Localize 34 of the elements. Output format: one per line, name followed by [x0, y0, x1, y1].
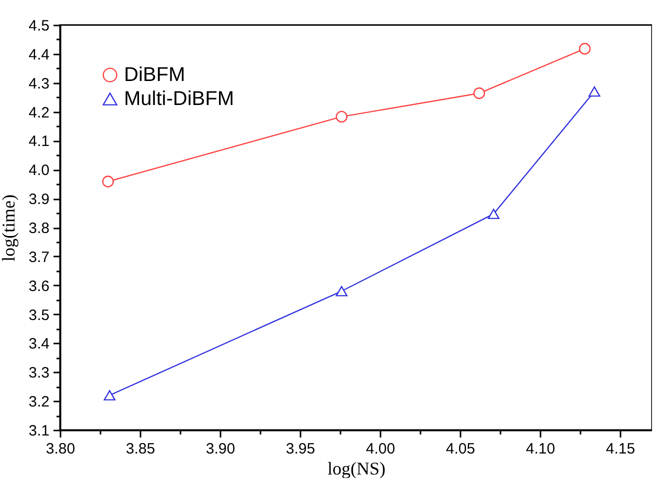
x-tick-label: 3.85 [126, 440, 156, 458]
y-tick-label: 4.2 [28, 104, 50, 122]
point [473, 87, 486, 100]
legend-label: Multi-DiBFM [124, 88, 234, 110]
y-tick-label: 3.9 [28, 191, 50, 208]
x-tick-label: 3.95 [286, 440, 316, 458]
y-axis-title: log(time) [0, 194, 19, 262]
point [488, 208, 500, 220]
y-tick-label: 3.1 [28, 422, 50, 440]
x-tick-label: 3.80 [46, 440, 76, 458]
y-tick-label: 3.7 [28, 248, 50, 266]
point [104, 390, 116, 400]
y-tick-label: 4.1 [28, 133, 50, 150]
y-tick-label: 4.0 [28, 162, 50, 180]
y-tick-label: 4.3 [28, 75, 50, 92]
y-tick-label: 3.4 [28, 336, 50, 353]
y-tick-label: 3.8 [28, 220, 50, 237]
y-tick-label: 3.6 [28, 278, 50, 295]
x-tick-label: 4.15 [606, 440, 636, 458]
y-tick-label: 3.2 [28, 394, 50, 411]
point [336, 110, 348, 123]
point [336, 286, 348, 296]
y-tick-label: 4.5 [28, 18, 50, 34]
x-tick-label: 4.00 [366, 440, 396, 458]
point [102, 176, 114, 188]
x-tick-label: 4.05 [446, 440, 476, 458]
y-tick-label: 4.4 [28, 46, 50, 64]
legend-label: DiBFM [124, 64, 186, 86]
y-tick-label: 3.5 [28, 306, 50, 324]
y-tick-label: 3.3 [28, 364, 50, 382]
point [588, 86, 600, 97]
x-tick-label: 3.90 [206, 440, 236, 458]
x-tick-label: 4.10 [526, 440, 556, 458]
point [578, 42, 591, 55]
